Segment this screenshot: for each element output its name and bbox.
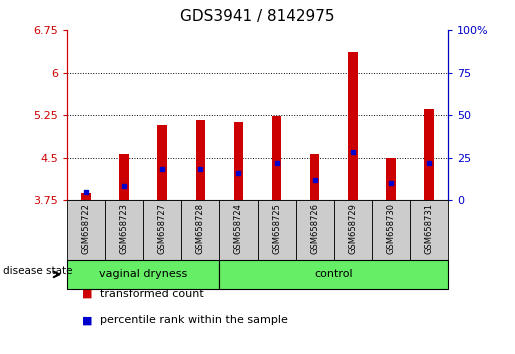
Text: control: control (314, 269, 353, 279)
Bar (386, 158, 396, 200)
Bar (296, 200, 334, 260)
Bar (310, 154, 319, 200)
Bar (234, 122, 243, 200)
Text: GSM658729: GSM658729 (348, 204, 357, 254)
Text: transformed count: transformed count (100, 289, 204, 299)
Text: GSM658728: GSM658728 (196, 204, 205, 255)
Text: percentile rank within the sample: percentile rank within the sample (100, 315, 288, 325)
Bar (196, 120, 205, 200)
Bar (348, 52, 357, 200)
Text: GSM658724: GSM658724 (234, 204, 243, 254)
Text: GDS3941 / 8142975: GDS3941 / 8142975 (180, 9, 335, 24)
Text: GSM658726: GSM658726 (310, 204, 319, 255)
Bar (81, 193, 91, 200)
Bar (272, 116, 281, 200)
Text: vaginal dryness: vaginal dryness (99, 269, 187, 279)
Text: GSM658727: GSM658727 (158, 204, 167, 255)
Bar (334, 200, 372, 260)
Text: GSM658723: GSM658723 (119, 204, 129, 255)
Bar (372, 200, 410, 260)
Bar (67, 260, 219, 289)
Text: GSM658731: GSM658731 (424, 204, 434, 255)
Bar (219, 200, 258, 260)
Bar (119, 154, 129, 200)
Text: ■: ■ (82, 315, 93, 325)
Bar (424, 109, 434, 200)
Bar (105, 200, 143, 260)
Bar (181, 200, 219, 260)
Bar (143, 200, 181, 260)
Text: GSM658725: GSM658725 (272, 204, 281, 254)
Bar (67, 200, 105, 260)
Text: disease state: disease state (3, 266, 72, 276)
Text: GSM658722: GSM658722 (81, 204, 91, 254)
Bar (410, 200, 448, 260)
Text: ■: ■ (82, 289, 93, 299)
Bar (258, 200, 296, 260)
Bar (219, 260, 448, 289)
Text: GSM658730: GSM658730 (386, 204, 396, 255)
Bar (158, 125, 167, 200)
